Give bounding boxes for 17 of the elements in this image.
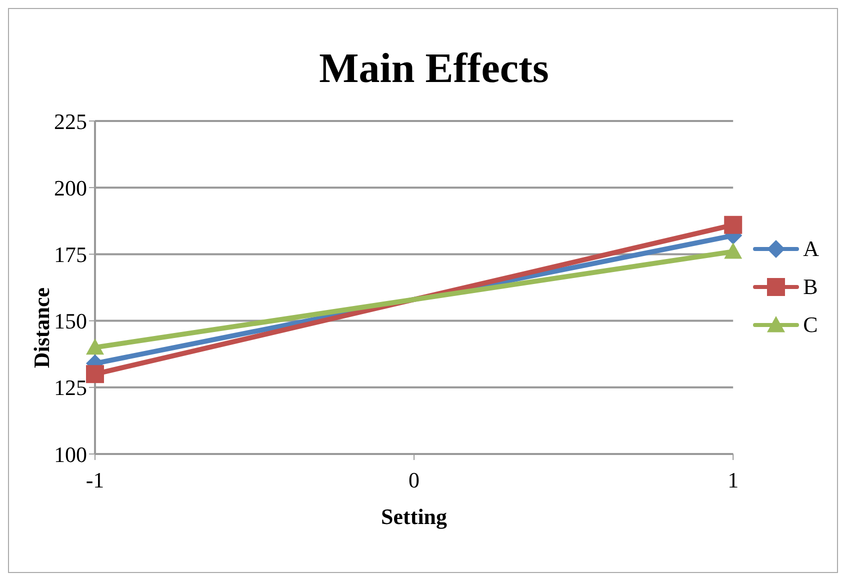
point	[724, 216, 742, 234]
y-tick-label: 225	[54, 108, 87, 134]
x-tick-label: -1	[86, 468, 104, 493]
legend-label: B	[803, 274, 818, 300]
x-tick-label: 0	[408, 468, 420, 493]
y-tick-label: 100	[54, 442, 87, 467]
y-tick-label: 150	[54, 308, 87, 334]
legend-label: C	[803, 312, 818, 338]
chart-title: Main Effects	[318, 45, 550, 93]
y-tick-label: 175	[54, 242, 87, 268]
y-tick-label: 125	[54, 375, 87, 400]
y-axis-title: Distance	[28, 287, 54, 368]
y-tick-label: 200	[54, 175, 87, 200]
point	[86, 365, 104, 384]
legend-label: A	[803, 236, 819, 262]
x-tick-label: 1	[728, 468, 739, 493]
x-axis-title: Setting	[381, 504, 448, 529]
